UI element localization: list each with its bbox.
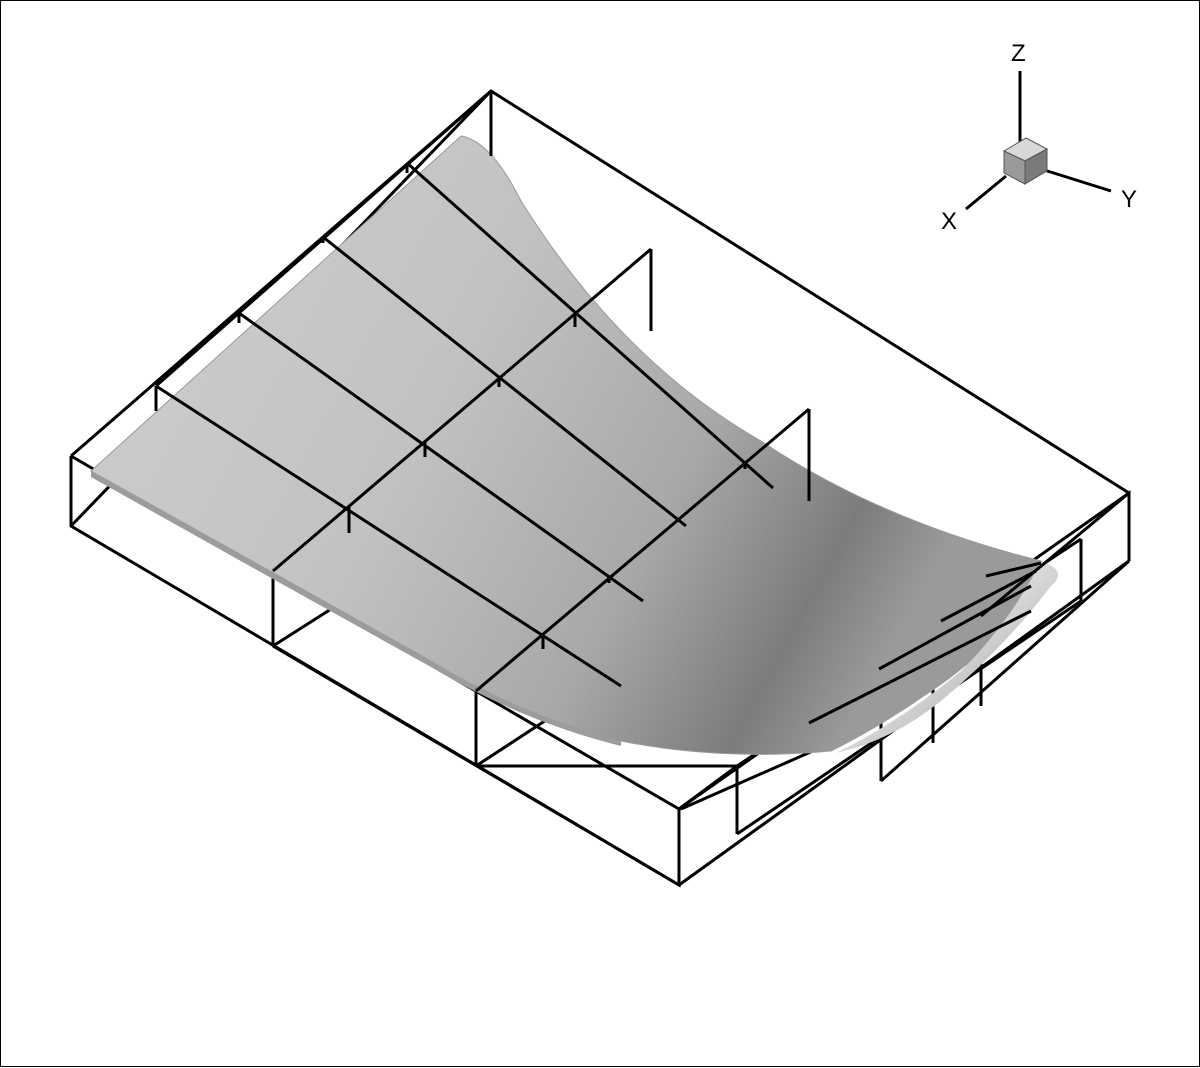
orientation-cube-icon [1002, 137, 1049, 185]
ffd-box-front [70, 89, 1130, 618]
ffd-lattice [154, 161, 1042, 725]
x-axis-line [965, 174, 1007, 211]
axis-triad: Z Y X [941, 40, 1137, 235]
deformed-surface [90, 135, 1059, 755]
z-axis-label: Z [1011, 40, 1026, 67]
y-axis-line [1040, 167, 1112, 193]
x-axis-label: X [941, 208, 957, 235]
y-axis-label: Y [1121, 186, 1137, 213]
